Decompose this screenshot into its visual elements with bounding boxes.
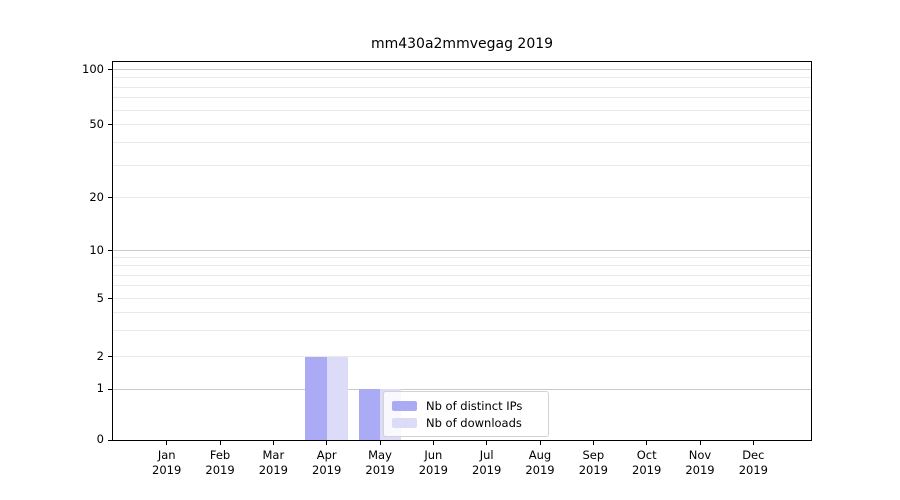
- x-tick-month: Oct: [636, 448, 657, 462]
- x-tick-month: Sep: [582, 448, 605, 462]
- gridline-minor: [113, 165, 811, 166]
- x-tick-mark: [433, 441, 434, 445]
- x-tick-mark: [273, 441, 274, 445]
- legend-row-downloads: Nb of downloads: [392, 414, 540, 431]
- gridline-minor: [113, 110, 811, 111]
- legend-label-distinct-ips: Nb of distinct IPs: [426, 398, 523, 413]
- x-tick-mark: [220, 441, 221, 445]
- x-tick-label: Oct 2019: [620, 448, 674, 477]
- y-tick-mark: [108, 389, 112, 390]
- x-tick-year: 2019: [472, 462, 502, 477]
- gridline-minor: [113, 87, 811, 88]
- x-tick-label: Jun 2019: [406, 448, 460, 477]
- y-tick-mark: [108, 197, 112, 198]
- gridline-minor: [113, 257, 811, 258]
- x-tick-year: 2019: [365, 462, 395, 477]
- x-tick-label: Jul 2019: [460, 448, 514, 477]
- y-tick-label: 2: [96, 348, 104, 363]
- y-tick-label: 1: [96, 381, 104, 395]
- y-tick-mark: [108, 124, 112, 125]
- bar-distinct-ips: [358, 389, 381, 440]
- x-tick-year: 2019: [152, 462, 182, 477]
- gridline-minor: [113, 330, 811, 331]
- bar-downloads: [326, 356, 348, 440]
- y-tick-label: 50: [89, 116, 104, 131]
- x-tick-year: 2019: [205, 462, 235, 477]
- bar-distinct-ips: [305, 356, 327, 440]
- x-tick-mark: [166, 441, 167, 445]
- x-tick-label: May 2019: [353, 448, 407, 477]
- x-tick-month: Jun: [424, 448, 443, 462]
- x-tick-year: 2019: [578, 462, 608, 477]
- x-tick-mark: [486, 441, 487, 445]
- y-tick-mark: [108, 250, 112, 251]
- x-tick-label: Sep 2019: [566, 448, 620, 477]
- y-tick-mark: [108, 356, 112, 357]
- x-tick-month: Mar: [262, 448, 285, 462]
- x-tick-year: 2019: [418, 462, 448, 477]
- x-tick-year: 2019: [738, 462, 768, 477]
- x-tick-label: Aug 2019: [513, 448, 567, 477]
- x-tick-year: 2019: [258, 462, 288, 477]
- x-tick-year: 2019: [632, 462, 662, 477]
- gridline-minor: [113, 298, 811, 299]
- legend-label-downloads: Nb of downloads: [426, 415, 522, 430]
- gridline-minor: [113, 275, 811, 276]
- legend-swatch-downloads-icon: [392, 417, 417, 428]
- x-tick-year: 2019: [312, 462, 342, 477]
- gridline-major: [113, 250, 811, 251]
- x-tick-label: Apr 2019: [300, 448, 354, 477]
- y-tick-label: 10: [89, 242, 104, 257]
- x-tick-month: May: [368, 448, 392, 462]
- gridline-minor: [113, 356, 811, 357]
- x-tick-year: 2019: [685, 462, 715, 477]
- y-tick-mark: [108, 440, 112, 441]
- gridline-minor: [113, 124, 811, 125]
- gridline-major: [113, 69, 811, 70]
- x-tick-mark: [646, 441, 647, 445]
- legend: Nb of distinct IPs Nb of downloads: [383, 391, 549, 437]
- y-tick-label: 5: [96, 290, 104, 305]
- x-tick-mark: [700, 441, 701, 445]
- gridline-minor: [113, 197, 811, 198]
- y-tick-label: 100: [82, 61, 104, 76]
- x-tick-label: Dec 2019: [726, 448, 780, 477]
- x-tick-mark: [540, 441, 541, 445]
- x-tick-year: 2019: [525, 462, 555, 477]
- x-tick-label: Nov 2019: [673, 448, 727, 477]
- gridline-minor: [113, 285, 811, 286]
- x-tick-month: Jul: [479, 448, 494, 462]
- y-tick-mark: [108, 69, 112, 70]
- gridline-minor: [113, 142, 811, 143]
- gridline-minor: [113, 265, 811, 266]
- x-tick-mark: [326, 441, 327, 445]
- x-tick-label: Mar 2019: [246, 448, 300, 477]
- x-tick-mark: [753, 441, 754, 445]
- x-tick-month: Feb: [209, 448, 231, 462]
- plot-area: [112, 61, 812, 441]
- gridline-minor: [113, 77, 811, 78]
- x-tick-month: Jan: [157, 448, 176, 462]
- gridline-major: [113, 389, 811, 390]
- gridline-minor: [113, 97, 811, 98]
- x-tick-label: Jan 2019: [140, 448, 194, 477]
- x-tick-month: Aug: [528, 448, 552, 462]
- x-tick-mark: [593, 441, 594, 445]
- x-tick-label: Feb 2019: [193, 448, 247, 477]
- y-tick-mark: [108, 298, 112, 299]
- legend-swatch-distinct-ips-icon: [392, 400, 417, 411]
- x-tick-month: Nov: [688, 448, 712, 462]
- y-tick-label: 0: [96, 432, 104, 446]
- gridline-minor: [113, 312, 811, 313]
- x-tick-mark: [380, 441, 381, 445]
- legend-row-distinct-ips: Nb of distinct IPs: [392, 397, 540, 414]
- x-tick-month: Dec: [742, 448, 765, 462]
- x-tick-month: Apr: [316, 448, 337, 462]
- y-tick-label: 20: [89, 189, 104, 204]
- chart-title: mm430a2mmvegag 2019: [370, 36, 554, 52]
